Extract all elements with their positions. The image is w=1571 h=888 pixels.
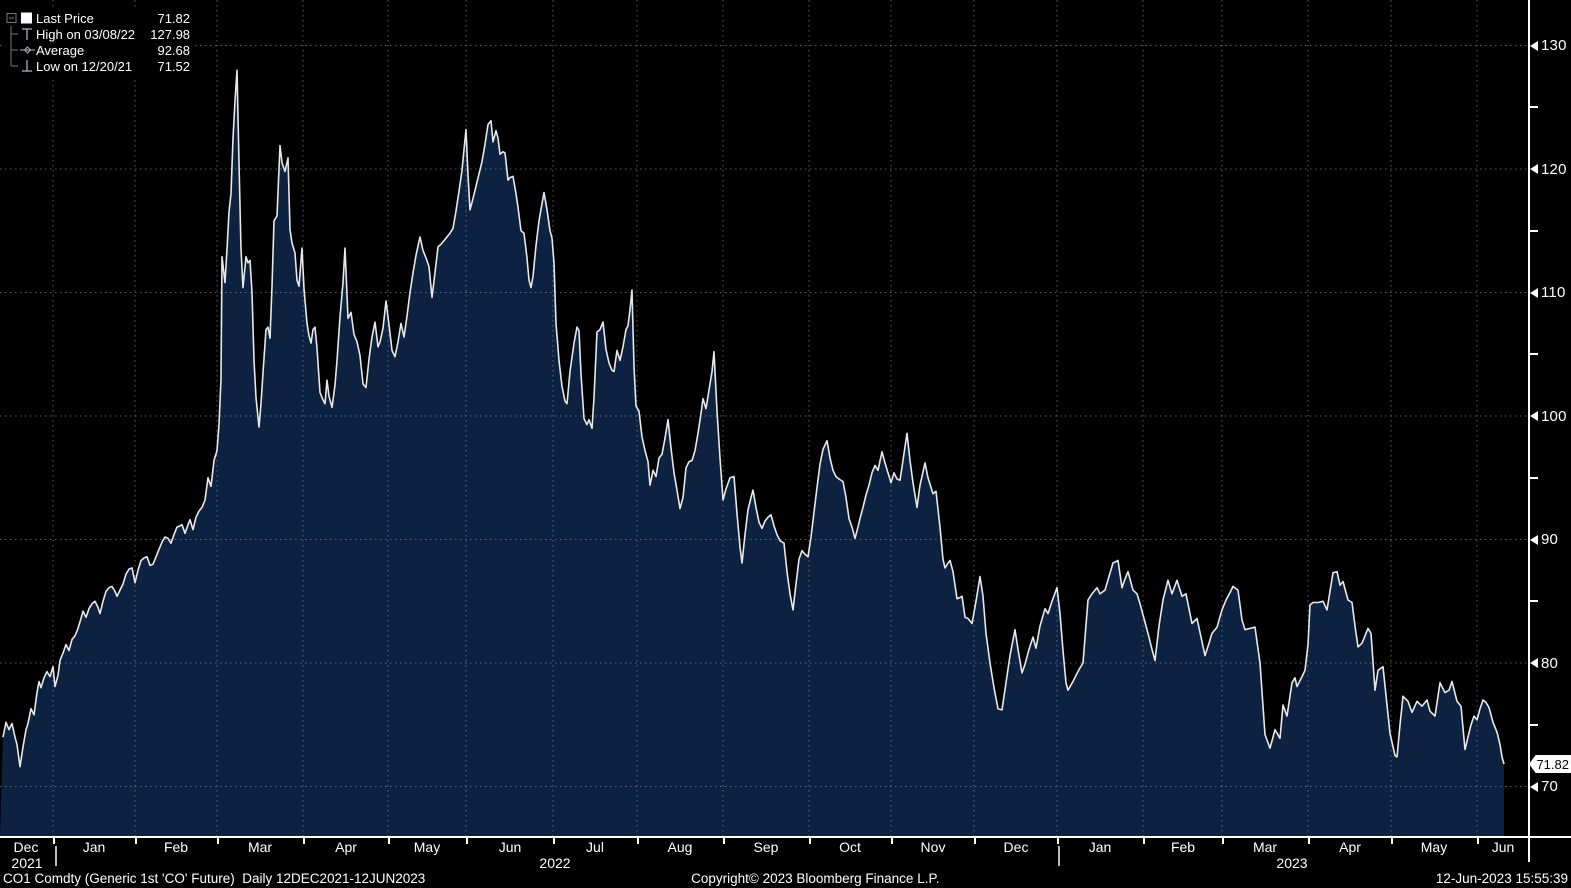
legend-label: Average [36,42,85,58]
x-month-tick [1391,838,1393,844]
y-minor-tick [1530,106,1538,109]
y-tick-label: 100 [1530,408,1567,425]
x-month-label: Aug [667,839,693,855]
y-tick-arrow-icon [1530,287,1538,298]
x-year-label: 2021 [11,855,43,871]
y-minor-tick [1530,353,1538,356]
x-year-label: 2022 [539,855,571,871]
high-marker-icon [19,26,36,42]
x-month-tick [1308,838,1310,844]
average-marker-icon [19,42,36,58]
security-description: CO1 Comdty (Generic 1st 'CO' Future) Dai… [3,871,426,886]
x-month-label: Jan [82,839,106,855]
legend-value: 71.82 [157,10,191,26]
x-month-tick [553,838,555,844]
timestamp: 12-Jun-2023 15:55:39 [1435,871,1568,886]
legend-value: 71.52 [157,58,191,74]
x-month-tick [809,838,811,844]
x-month-label: Dec [1003,839,1029,855]
y-tick-label: 80 [1530,655,1558,672]
x-axis-line [0,836,1571,838]
legend-label: Low on 12/20/21 [36,58,133,74]
legend-label: High on 03/08/22 [36,26,136,42]
x-month-label: Jan [1088,839,1112,855]
status-bar: CO1 Comdty (Generic 1st 'CO' Future) Dai… [0,868,1571,888]
legend-row-high[interactable]: High on 03/08/22 127.98 [5,26,190,42]
x-month-label: Jun [498,839,522,855]
x-month-label: Nov [920,839,946,855]
x-month-label: Feb [163,839,189,855]
y-tick-label: 90 [1530,531,1558,548]
legend-value: 127.98 [150,26,191,42]
x-month-label: Apr [335,839,357,855]
x-month-tick [1222,838,1224,844]
y-tick-arrow-icon [1530,164,1538,174]
y-minor-tick [1530,229,1538,232]
x-month-tick [388,838,390,844]
last-price-badge-value: 71.82 [1536,756,1569,772]
x-month-tick [974,838,976,844]
y-tick-arrow-icon [1530,658,1538,668]
x-month-label: Apr [1339,839,1361,855]
legend-tree-branch [5,42,19,58]
x-month-label: Dec [13,839,39,855]
x-month-tick [1057,838,1059,844]
x-month-label: May [1420,839,1448,855]
y-minor-tick [1530,476,1538,479]
y-tick-label: 120 [1530,161,1567,178]
y-tick-arrow-icon [1530,534,1538,545]
x-month-label: Sep [753,839,779,855]
year-separator [1058,846,1060,866]
x-month-tick [723,838,725,844]
y-tick-arrow-icon [1530,40,1538,51]
x-month-tick [466,838,468,844]
x-month-tick [135,838,137,844]
x-month-tick [637,838,639,844]
x-month-label: Mar [1252,839,1278,855]
last-price-badge: 71.82 [1529,755,1571,774]
y-tick-label: 70 [1530,778,1558,795]
x-month-label: Feb [1170,839,1196,855]
x-month-tick [1143,838,1145,844]
x-month-label: Jun [1491,839,1515,855]
legend-row-average[interactable]: Average 92.68 [5,42,190,58]
low-marker-icon [19,58,36,74]
x-month-tick [1477,838,1479,844]
year-separator [55,846,57,866]
x-month-tick [303,838,305,844]
y-axis-line [1528,0,1530,862]
legend-row-last-price[interactable]: Last Price 71.82 [5,10,190,26]
legend-value: 92.68 [157,42,191,58]
area-fill [0,70,1504,836]
y-minor-tick [1530,723,1538,726]
chart-legend[interactable]: Last Price 71.82 High on 03/08/22 127.98 Ave… [3,8,196,77]
y-tick-label: 130 [1530,37,1567,54]
x-month-label: Oct [839,839,861,855]
x-year-label: 2023 [1276,855,1308,871]
y-minor-tick [1530,600,1538,603]
legend-tree-branch [5,26,19,42]
legend-label: Last Price [36,10,94,26]
x-month-tick [217,838,219,844]
price-line [2,69,1505,768]
y-tick-arrow-icon [1530,781,1538,792]
legend-row-low[interactable]: Low on 12/20/21 71.52 [5,58,190,74]
legend-expander-icon[interactable] [5,10,19,26]
series-swatch-icon [19,10,36,26]
x-month-tick [53,838,55,844]
x-month-label: Jul [586,839,604,855]
x-month-tick [891,838,893,844]
copyright-text: Copyright© 2023 Bloomberg Finance L.P. [691,871,940,886]
price-chart[interactable] [0,0,1529,838]
x-month-label: Mar [247,839,273,855]
x-month-label: May [413,839,441,855]
y-tick-label: 110 [1530,284,1566,301]
y-tick-arrow-icon [1530,411,1538,421]
legend-tree-branch [5,58,19,74]
